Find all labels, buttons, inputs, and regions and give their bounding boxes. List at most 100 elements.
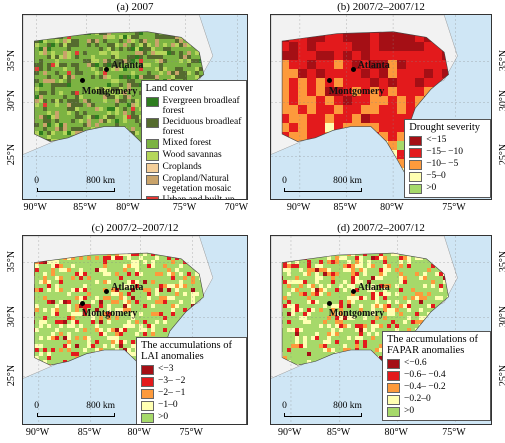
map-cell: [39, 115, 43, 119]
map-cell: [203, 324, 204, 328]
map-cell: [55, 103, 59, 107]
map-cell: [388, 105, 397, 114]
map-cell: [35, 103, 39, 107]
map-cell: [123, 392, 127, 396]
map-cell: [107, 292, 111, 296]
map-cell: [71, 300, 75, 304]
map-cell: [79, 332, 83, 336]
map-cell: [47, 199, 51, 200]
map-cell: [47, 312, 51, 316]
map-cell: [71, 83, 75, 87]
map-cell: [171, 51, 175, 55]
map-cell: [79, 139, 83, 143]
map-cell: [83, 340, 87, 344]
map-cell: [191, 63, 195, 67]
legend-swatch: [409, 160, 423, 171]
map-cell: [155, 268, 159, 272]
map-cell: [131, 280, 135, 284]
map-cell: [99, 328, 103, 332]
map-cell: [171, 43, 175, 47]
map-cell: [167, 296, 171, 300]
map-cell: [75, 280, 79, 284]
map-cell: [43, 111, 47, 115]
map-cell: [79, 151, 83, 155]
legend-label: <−15: [426, 135, 447, 146]
map-cell: [63, 372, 67, 376]
map-cell: [39, 268, 43, 272]
map-cell: [67, 300, 71, 304]
map-cell: [127, 87, 131, 91]
map-cell: [207, 312, 211, 316]
map-cell: [179, 328, 183, 332]
map-cell: [107, 324, 111, 328]
map-cell: [43, 372, 47, 376]
map-cell: [39, 151, 43, 155]
legend: Drought severity <−15 −15– −10 −10– −5 −5–0 >…: [404, 119, 491, 199]
map-cell: [47, 304, 51, 308]
map-cell: [59, 300, 63, 304]
map-cell: [179, 324, 183, 328]
map-cell: [71, 107, 75, 111]
map-cell: [289, 132, 298, 141]
map-cell: [59, 47, 63, 51]
map-cell: [123, 400, 127, 404]
map-cell: [83, 344, 87, 348]
map-cell: [83, 35, 87, 39]
map-cell: [203, 240, 207, 244]
map-cell: [325, 159, 334, 168]
map-cell: [119, 195, 123, 199]
map-cell: [175, 288, 179, 292]
map-cell: [95, 256, 99, 260]
map-cell: [79, 87, 83, 91]
map-cell: [67, 284, 71, 288]
lon-label: 75°W: [442, 202, 466, 213]
map-panel: Atlanta Montgomery 0 800 km Drought severity…: [270, 14, 492, 200]
map-cell: [115, 256, 119, 260]
map-cell: [79, 408, 83, 412]
map-cell: [143, 276, 147, 280]
map-cell: [127, 147, 131, 151]
map-cell: [175, 304, 179, 308]
map-cell: [183, 264, 187, 268]
map-cell: [187, 264, 191, 268]
map-cell: [103, 368, 107, 372]
map-cell: [159, 284, 163, 288]
map-cell: [55, 424, 59, 425]
map-cell: [87, 99, 91, 103]
map-cell: [151, 304, 155, 308]
map-cell: [47, 159, 51, 163]
map-cell: [39, 320, 43, 324]
map-cell: [147, 43, 151, 47]
map-cell: [34, 75, 35, 79]
map-cell: [111, 35, 115, 39]
map-cell: [107, 115, 111, 119]
map-cell: [75, 340, 79, 344]
map-cell: [107, 63, 111, 67]
map-cell: [75, 360, 79, 364]
map-cell: [71, 147, 75, 151]
map-cell: [183, 324, 187, 328]
map-cell: [131, 264, 135, 268]
map-cell: [99, 87, 103, 91]
map-cell: [115, 147, 119, 151]
map-cell: [119, 336, 123, 340]
map-cell: [75, 324, 79, 328]
map-cell: [183, 59, 187, 63]
map-cell: [35, 320, 39, 324]
lat-label: 30°N: [498, 90, 505, 112]
map-cell: [34, 59, 35, 63]
legend-title: Land cover: [145, 83, 194, 95]
map-cell: [87, 284, 91, 288]
map-cell: [147, 71, 151, 75]
map-cell: [39, 79, 43, 83]
map-cell: [135, 253, 139, 256]
map-cell: [127, 91, 131, 95]
map-cell: [83, 424, 87, 425]
map-cell: [59, 312, 63, 316]
map-cell: [87, 396, 91, 400]
map-cell: [87, 151, 91, 155]
map-cell: [123, 380, 127, 384]
map-cell: [91, 43, 95, 47]
map-cell: [67, 147, 71, 151]
map-cell: [99, 316, 103, 320]
